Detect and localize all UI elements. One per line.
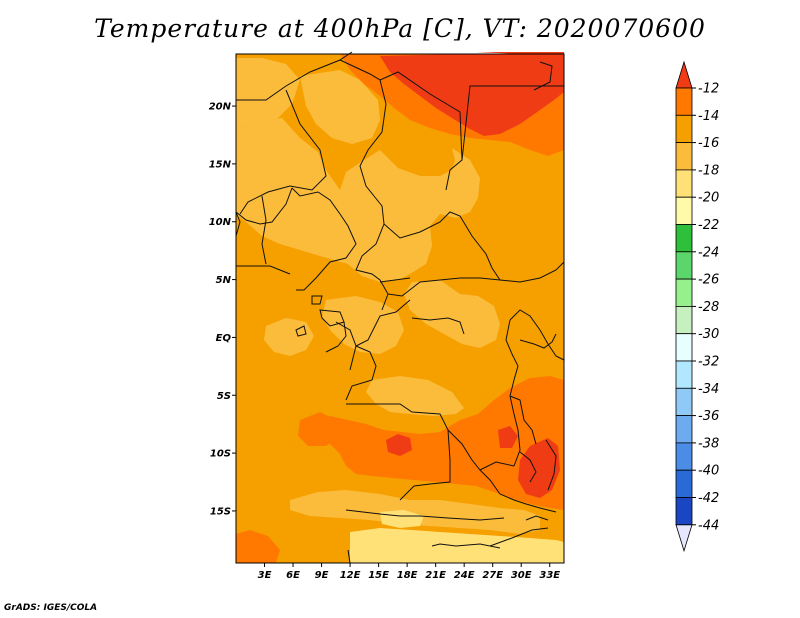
colorbar-swatch bbox=[675, 224, 693, 253]
lon-tick-label: 33E bbox=[539, 570, 560, 581]
lat-tick-label: 15S bbox=[210, 506, 231, 517]
lon-tick-label: 24E bbox=[454, 570, 475, 581]
colorbar-label: -28 bbox=[698, 300, 719, 315]
colorbar-top-arrow bbox=[675, 60, 693, 89]
colorbar-label: -26 bbox=[698, 273, 719, 288]
colorbar-label: -38 bbox=[698, 436, 719, 451]
colorbar-swatch bbox=[675, 278, 693, 307]
colorbar-label: -34 bbox=[698, 382, 719, 397]
lon-tick-label: 12E bbox=[340, 570, 361, 581]
lat-tick-label: 10S bbox=[210, 449, 231, 460]
colorbar-swatch bbox=[675, 387, 693, 416]
lat-tick-label: 15N bbox=[209, 159, 232, 170]
country-borders bbox=[235, 51, 565, 564]
colorbar-label: -42 bbox=[698, 491, 719, 506]
colorbar-swatch bbox=[675, 360, 693, 389]
colorbar-label: -44 bbox=[698, 518, 719, 533]
lon-tick-label: 6E bbox=[286, 570, 300, 581]
lon-tick-label: 9E bbox=[315, 570, 329, 581]
longitude-ticks: 3E 6E 9E 12E 15E 18E 21E 24E 27E 30E 33E bbox=[258, 563, 560, 581]
colorbar-label: -12 bbox=[698, 82, 719, 97]
map-frame bbox=[235, 53, 565, 564]
colorbar-swatch bbox=[675, 442, 693, 471]
colorbar-label: -18 bbox=[698, 163, 719, 178]
colorbar-label: -22 bbox=[698, 218, 719, 233]
colorbar-swatch bbox=[675, 142, 693, 171]
temperature-field-m18 bbox=[236, 58, 540, 534]
lon-tick-label: 18E bbox=[397, 570, 418, 581]
map-panel bbox=[235, 51, 565, 564]
colorbar-swatch bbox=[675, 196, 693, 225]
colorbar: -12 -14 -16 -18 -20 -22 -24 -26 -28 -30 -32 -34 -36 -… bbox=[675, 60, 719, 553]
lat-tick-label: 5N bbox=[216, 275, 232, 286]
grads-credit: GrADS: IGES/COLA bbox=[4, 603, 98, 613]
latitude-ticks: 20N 15N 10N 5N EQ 5S 10S 15S bbox=[209, 102, 236, 517]
colorbar-label: -40 bbox=[698, 464, 719, 479]
colorbar-bottom-arrow bbox=[675, 524, 693, 553]
colorbar-swatch bbox=[675, 169, 693, 198]
lon-tick-label: 30E bbox=[511, 570, 532, 581]
map-title: Temperature at 400hPa [C], VT: 202007060… bbox=[94, 14, 706, 43]
colorbar-label: -14 bbox=[698, 109, 719, 124]
lat-tick-label: 5S bbox=[217, 391, 231, 402]
colorbar-swatch bbox=[675, 305, 693, 335]
colorbar-label: -32 bbox=[698, 355, 719, 370]
colorbar-swatch bbox=[675, 497, 693, 526]
colorbar-label: -30 bbox=[698, 327, 719, 342]
colorbar-label: -24 bbox=[698, 245, 719, 260]
colorbar-swatch bbox=[675, 415, 693, 444]
lon-tick-label: 3E bbox=[258, 570, 272, 581]
lon-tick-label: 15E bbox=[368, 570, 389, 581]
colorbar-swatch bbox=[675, 114, 693, 144]
colorbar-label: -36 bbox=[698, 409, 719, 424]
lat-tick-label: 10N bbox=[209, 217, 232, 228]
lat-tick-label: EQ bbox=[216, 333, 232, 344]
colorbar-swatch bbox=[675, 251, 693, 280]
colorbar-swatch bbox=[675, 87, 693, 116]
colorbar-label: -16 bbox=[698, 136, 719, 151]
lon-tick-label: 27E bbox=[482, 570, 503, 581]
lon-tick-label: 21E bbox=[425, 570, 446, 581]
colorbar-swatch bbox=[675, 333, 693, 362]
colorbar-label: -20 bbox=[698, 191, 719, 206]
lat-tick-label: 20N bbox=[209, 102, 232, 113]
colorbar-swatch bbox=[675, 469, 693, 498]
